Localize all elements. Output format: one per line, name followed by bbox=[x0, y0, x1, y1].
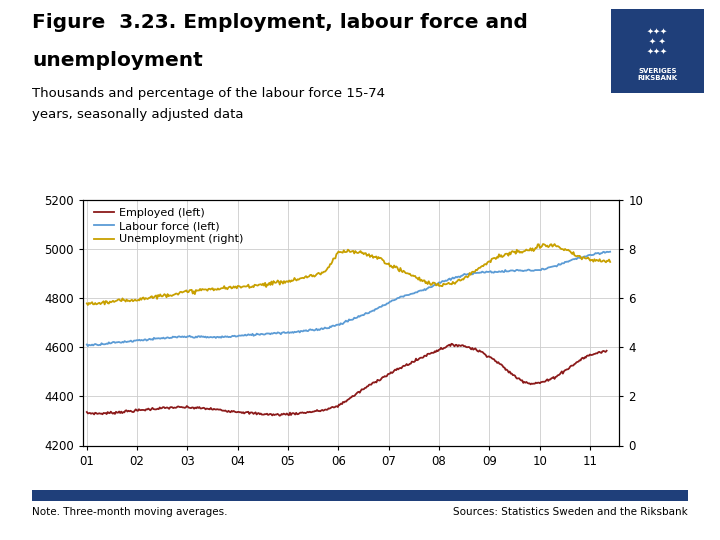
Text: Note. Three-month moving averages.: Note. Three-month moving averages. bbox=[32, 507, 228, 517]
Text: years, seasonally adjusted data: years, seasonally adjusted data bbox=[32, 108, 244, 121]
Legend: Employed (left), Labour force (left), Unemployment (right): Employed (left), Labour force (left), Un… bbox=[94, 208, 243, 245]
Text: Thousands and percentage of the labour force 15-74: Thousands and percentage of the labour f… bbox=[32, 87, 385, 100]
Text: unemployment: unemployment bbox=[32, 51, 203, 70]
Text: Figure  3.23. Employment, labour force and: Figure 3.23. Employment, labour force an… bbox=[32, 14, 528, 32]
Text: ✦✦✦
✦ ✦
✦✦✦: ✦✦✦ ✦ ✦ ✦✦✦ bbox=[647, 26, 668, 56]
Text: SVERIGES
RIKSBANK: SVERIGES RIKSBANK bbox=[637, 68, 678, 81]
Text: Sources: Statistics Sweden and the Riksbank: Sources: Statistics Sweden and the Riksb… bbox=[453, 507, 688, 517]
